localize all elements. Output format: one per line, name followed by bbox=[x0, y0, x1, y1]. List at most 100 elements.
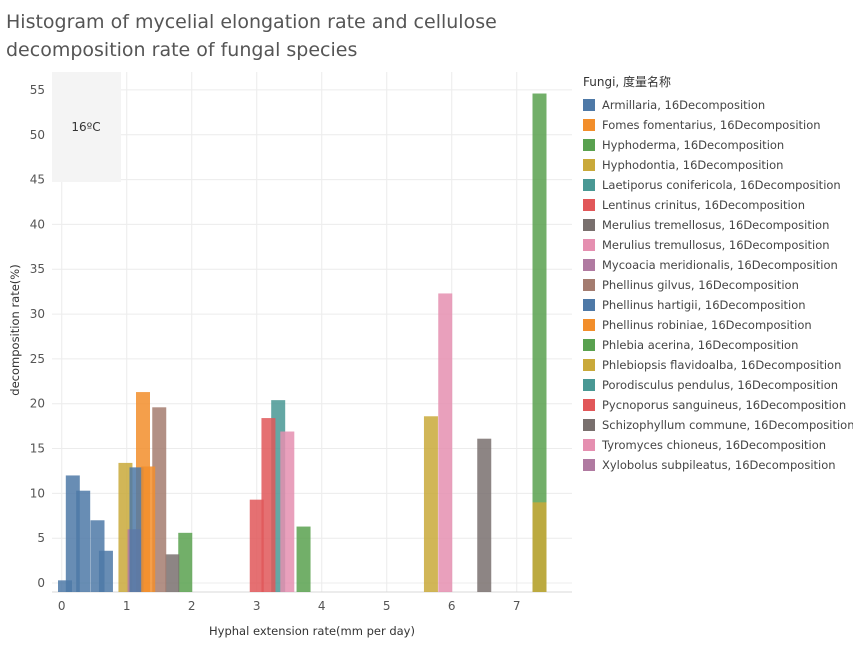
legend: Fungi, 度量名称 Armillaria, 16Decomposition F… bbox=[583, 73, 853, 475]
bar bbox=[280, 431, 295, 592]
legend-label: Phellinus hartigii, 16Decomposition bbox=[602, 298, 806, 312]
legend-label: Merulius tremellosus, 16Decomposition bbox=[602, 218, 830, 232]
legend-swatch bbox=[583, 119, 595, 131]
x-tick-label: 3 bbox=[253, 599, 261, 613]
legend-label: Tyromyces chioneus, 16Decomposition bbox=[602, 438, 827, 452]
legend-label: Xylobolus subpileatus, 16Decomposition bbox=[602, 458, 836, 472]
legend-swatch bbox=[583, 139, 595, 151]
legend-title: Fungi, 度量名称 bbox=[583, 75, 672, 89]
legend-swatch bbox=[583, 459, 595, 471]
annotation-box bbox=[52, 72, 121, 182]
x-axis-ticks: 0 1 2 3 4 5 6 7 bbox=[58, 599, 521, 613]
x-tick-label: 1 bbox=[123, 599, 131, 613]
bar bbox=[141, 466, 156, 592]
legend-item[interactable]: Fomes fomentarius, 16Decomposition bbox=[583, 115, 851, 135]
legend-swatch bbox=[583, 279, 595, 291]
legend-item[interactable]: Phellinus hartigii, 16Decomposition bbox=[583, 295, 851, 315]
legend-label: Porodisculus pendulus, 16Decomposition bbox=[602, 378, 839, 392]
legend-swatch bbox=[583, 379, 595, 391]
bar bbox=[532, 502, 547, 592]
legend-item[interactable]: Lentinus crinitus, 16Decomposition bbox=[583, 195, 851, 215]
legend-label: Pycnoporus sanguineus, 16Decomposition bbox=[602, 398, 847, 412]
y-tick-label: 20 bbox=[30, 397, 45, 411]
legend-label: Lentinus crinitus, 16Decomposition bbox=[602, 198, 806, 212]
legend-label: Fomes fomentarius, 16Decomposition bbox=[602, 118, 821, 132]
y-tick-label: 50 bbox=[30, 128, 45, 142]
legend-label: Armillaria, 16Decomposition bbox=[602, 98, 766, 112]
legend-label: Laetiporus conifericola, 16Decomposition bbox=[602, 178, 841, 192]
legend-label: Merulius tremullosus, 16Decomposition bbox=[602, 238, 830, 252]
bar bbox=[58, 580, 72, 592]
legend-swatch bbox=[583, 179, 595, 191]
x-tick-label: 7 bbox=[513, 599, 521, 613]
x-tick-label: 4 bbox=[318, 599, 326, 613]
y-tick-label: 25 bbox=[30, 352, 45, 366]
legend-item[interactable]: Phellinus gilvus, 16Decomposition bbox=[583, 275, 851, 295]
legend-swatch bbox=[583, 199, 595, 211]
y-tick-label: 55 bbox=[30, 83, 45, 97]
y-tick-label: 0 bbox=[37, 576, 45, 590]
legend-swatch bbox=[583, 219, 595, 231]
legend-item[interactable]: Xylobolus subpileatus, 16Decomposition bbox=[583, 455, 851, 475]
legend-swatch bbox=[583, 299, 595, 311]
x-tick-label: 6 bbox=[448, 599, 456, 613]
y-tick-label: 40 bbox=[30, 217, 45, 231]
legend-item[interactable]: Porodisculus pendulus, 16Decomposition bbox=[583, 375, 851, 395]
bar bbox=[165, 554, 180, 592]
legend-swatch bbox=[583, 359, 595, 371]
y-tick-label: 30 bbox=[30, 307, 45, 321]
bar bbox=[98, 550, 113, 592]
bar bbox=[129, 467, 144, 592]
legend-label: Phellinus gilvus, 16Decomposition bbox=[602, 278, 799, 292]
legend-swatch bbox=[583, 419, 595, 431]
legend-item[interactable]: Phlebiopsis flavidoalba, 16Decomposition bbox=[583, 355, 851, 375]
legend-item[interactable]: Armillaria, 16Decomposition bbox=[583, 95, 851, 115]
legend-swatch bbox=[583, 319, 595, 331]
legend-swatch bbox=[583, 439, 595, 451]
annotation-label: 16ºC bbox=[71, 120, 100, 134]
legend-label: Phlebiopsis flavidoalba, 16Decomposition bbox=[602, 358, 842, 372]
y-tick-label: 5 bbox=[37, 531, 45, 545]
bar bbox=[76, 490, 91, 592]
legend-item[interactable]: Schizophyllum commune, 16Decomposition bbox=[583, 415, 853, 435]
legend-item[interactable]: Phellinus robiniae, 16Decomposition bbox=[583, 315, 851, 335]
bar bbox=[438, 293, 453, 592]
bar bbox=[249, 499, 264, 592]
legend-label: Hyphodontia, 16Decomposition bbox=[602, 158, 784, 172]
legend-item[interactable]: Merulius tremellosus, 16Decomposition bbox=[583, 215, 851, 235]
legend-item[interactable]: Phlebia acerina, 16Decomposition bbox=[583, 335, 851, 355]
x-tick-label: 5 bbox=[383, 599, 391, 613]
legend-label: Mycoacia meridionalis, 16Decomposition bbox=[602, 258, 838, 272]
bar bbox=[423, 416, 438, 592]
legend-swatch bbox=[583, 99, 595, 111]
legend-label: Schizophyllum commune, 16Decomposition bbox=[602, 418, 853, 432]
legend-item[interactable]: Pycnoporus sanguineus, 16Decomposition bbox=[583, 395, 851, 415]
legend-swatch bbox=[583, 339, 595, 351]
legend-item[interactable]: Laetiporus conifericola, 16Decomposition bbox=[583, 175, 851, 195]
y-axis-label: decomposition rate(%) bbox=[8, 264, 22, 395]
legend-item[interactable]: Mycoacia meridionalis, 16Decomposition bbox=[583, 255, 851, 275]
bar bbox=[152, 407, 167, 592]
y-tick-label: 10 bbox=[30, 486, 45, 500]
legend-item[interactable]: Hyphodontia, 16Decomposition bbox=[583, 155, 851, 175]
x-tick-label: 0 bbox=[58, 599, 66, 613]
legend-item[interactable]: Hyphoderma, 16Decomposition bbox=[583, 135, 851, 155]
bar bbox=[532, 93, 547, 592]
legend-items: Armillaria, 16Decomposition Fomes fomenta… bbox=[583, 95, 853, 475]
legend-label: Phellinus robiniae, 16Decomposition bbox=[602, 318, 812, 332]
bar bbox=[477, 438, 492, 592]
legend-label: Phlebia acerina, 16Decomposition bbox=[602, 338, 799, 352]
y-axis-ticks: 0 5 10 15 20 25 30 35 40 45 50 55 bbox=[30, 83, 45, 590]
bar bbox=[178, 532, 193, 592]
y-tick-label: 15 bbox=[30, 442, 45, 456]
legend-label: Hyphoderma, 16Decomposition bbox=[602, 138, 785, 152]
legend-item[interactable]: Tyromyces chioneus, 16Decomposition bbox=[583, 435, 851, 455]
legend-swatch bbox=[583, 159, 595, 171]
legend-swatch bbox=[583, 399, 595, 411]
x-tick-label: 2 bbox=[188, 599, 196, 613]
y-tick-label: 35 bbox=[30, 262, 45, 276]
bars-group bbox=[58, 93, 547, 592]
legend-item[interactable]: Merulius tremullosus, 16Decomposition bbox=[583, 235, 851, 255]
legend-swatch bbox=[583, 259, 595, 271]
